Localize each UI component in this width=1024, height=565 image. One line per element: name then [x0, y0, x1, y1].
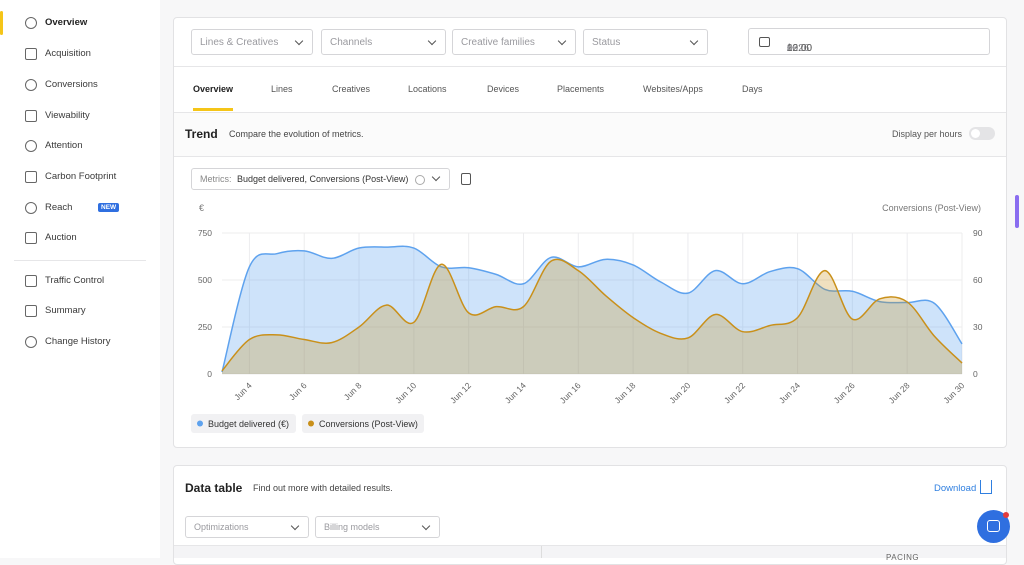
tab[interactable]: Lines [271, 84, 293, 94]
nav-icon [25, 232, 37, 244]
sidebar-divider [14, 260, 146, 261]
new-badge: NEW [98, 203, 120, 212]
date-sep: / [787, 43, 790, 54]
date-part: 2026 [787, 43, 810, 54]
metrics-label: Metrics: [200, 174, 232, 184]
table-subtitle: Find out more with detailed results. [253, 483, 393, 493]
chevron [290, 521, 300, 531]
dropdown-label: Channels [330, 37, 373, 48]
dropdown-label: Status [592, 37, 621, 48]
chevron [689, 36, 699, 46]
nav-icon [25, 110, 37, 122]
nav-item[interactable]: Conversions [45, 79, 98, 90]
tab[interactable]: Devices [487, 84, 520, 94]
toggle-label: Display per hours [892, 129, 963, 139]
dropdown-label: Creative families [461, 37, 535, 48]
date-part: 06 [787, 43, 799, 54]
scrollbar[interactable] [1015, 195, 1019, 228]
date-part: 30 [787, 43, 799, 54]
dropdown-label: Optimizations [194, 522, 249, 532]
date-sep: / [787, 43, 790, 54]
dropdown[interactable]: Creative families [452, 29, 576, 55]
nav-icon [25, 171, 37, 183]
nav-item[interactable]: Auction [45, 232, 77, 243]
nav-item[interactable]: Traffic Control [45, 275, 105, 286]
date-range[interactable]: 03 / 06 / 2026 00:00 - 30 / 06 / 2026 12… [748, 28, 990, 55]
divider [174, 112, 1006, 113]
nav-item[interactable]: Acquisition [45, 48, 91, 59]
tab[interactable]: Locations [408, 84, 447, 94]
toggle-knob [971, 129, 980, 138]
metrics-value: Budget delivered, Conversions (Post-View… [237, 174, 409, 184]
date-text: 03 / 06 / 2026 00:00 - 30 / 06 / 2026 12… [779, 36, 812, 54]
time: 12:00 [787, 43, 813, 54]
trend-subtitle: Compare the evolution of metrics. [229, 129, 364, 139]
table-title: Data table [185, 481, 243, 495]
divider [174, 66, 1006, 67]
chat-icon [987, 520, 1000, 532]
chevron [421, 521, 431, 531]
dropdown[interactable]: Channels [321, 29, 446, 55]
range-sep: - [787, 43, 791, 54]
date-part: 03 [787, 43, 799, 54]
nav-item[interactable]: Viewability [45, 110, 90, 121]
nav-item[interactable]: Change History [45, 336, 111, 347]
date-sep: / [787, 43, 790, 54]
dropdown-label: Billing models [324, 522, 380, 532]
nav-item[interactable]: Carbon Footprint [45, 171, 117, 182]
chevron [431, 172, 441, 182]
dropdown[interactable]: Lines & Creatives [191, 29, 313, 55]
chat-button[interactable] [977, 510, 1010, 543]
column-divider [541, 546, 542, 558]
download-link[interactable]: Download [934, 483, 977, 494]
nav-item[interactable]: Reach [45, 202, 73, 213]
date-sep: / [787, 43, 790, 54]
main-panel [173, 17, 1007, 448]
nav-icon [25, 48, 37, 60]
metrics-select[interactable]: Metrics: Budget delivered, Conversions (… [191, 168, 450, 190]
chevron [557, 36, 567, 46]
tab[interactable]: Days [742, 84, 763, 94]
nav-icon [25, 305, 37, 317]
toggle[interactable] [969, 127, 995, 140]
trend-header [174, 113, 1006, 156]
tab-underline [193, 108, 233, 111]
nav-icon [25, 275, 37, 287]
chevron [294, 36, 304, 46]
download-icon[interactable] [980, 480, 992, 494]
tab[interactable]: Overview [193, 84, 234, 94]
nav-item[interactable]: Summary [45, 305, 86, 316]
active-indicator [0, 11, 3, 35]
trend-title: Trend [185, 127, 218, 141]
nav-item[interactable]: Overview [45, 17, 88, 28]
dropdown[interactable]: Optimizations [185, 516, 309, 538]
nav-icon [25, 336, 37, 348]
table-header [174, 546, 1006, 558]
nav-icon [25, 17, 37, 29]
nav-icon [25, 79, 37, 91]
nav-icon [25, 202, 37, 214]
chevron [427, 36, 437, 46]
divider [174, 545, 1006, 546]
sidebar: Overview Acquisition Conversions Viewabilit… [0, 0, 160, 558]
divider [174, 156, 1006, 157]
tab[interactable]: Creatives [332, 84, 371, 94]
dropdown[interactable]: Status [583, 29, 708, 55]
save-icon[interactable] [461, 173, 471, 185]
nav-icon [25, 140, 37, 152]
notification-dot [1003, 512, 1009, 518]
tab[interactable]: Websites/Apps [643, 84, 703, 94]
dropdown-label: Lines & Creatives [200, 37, 279, 48]
nav-item[interactable]: Attention [45, 140, 83, 151]
calendar-icon [759, 37, 770, 47]
tab[interactable]: Placements [557, 84, 605, 94]
dropdown[interactable]: Billing models [315, 516, 440, 538]
time: 00:00 [787, 43, 813, 54]
date-part: 2026 [787, 43, 810, 54]
date-part: 06 [787, 43, 799, 54]
clear-icon[interactable] [415, 175, 425, 185]
